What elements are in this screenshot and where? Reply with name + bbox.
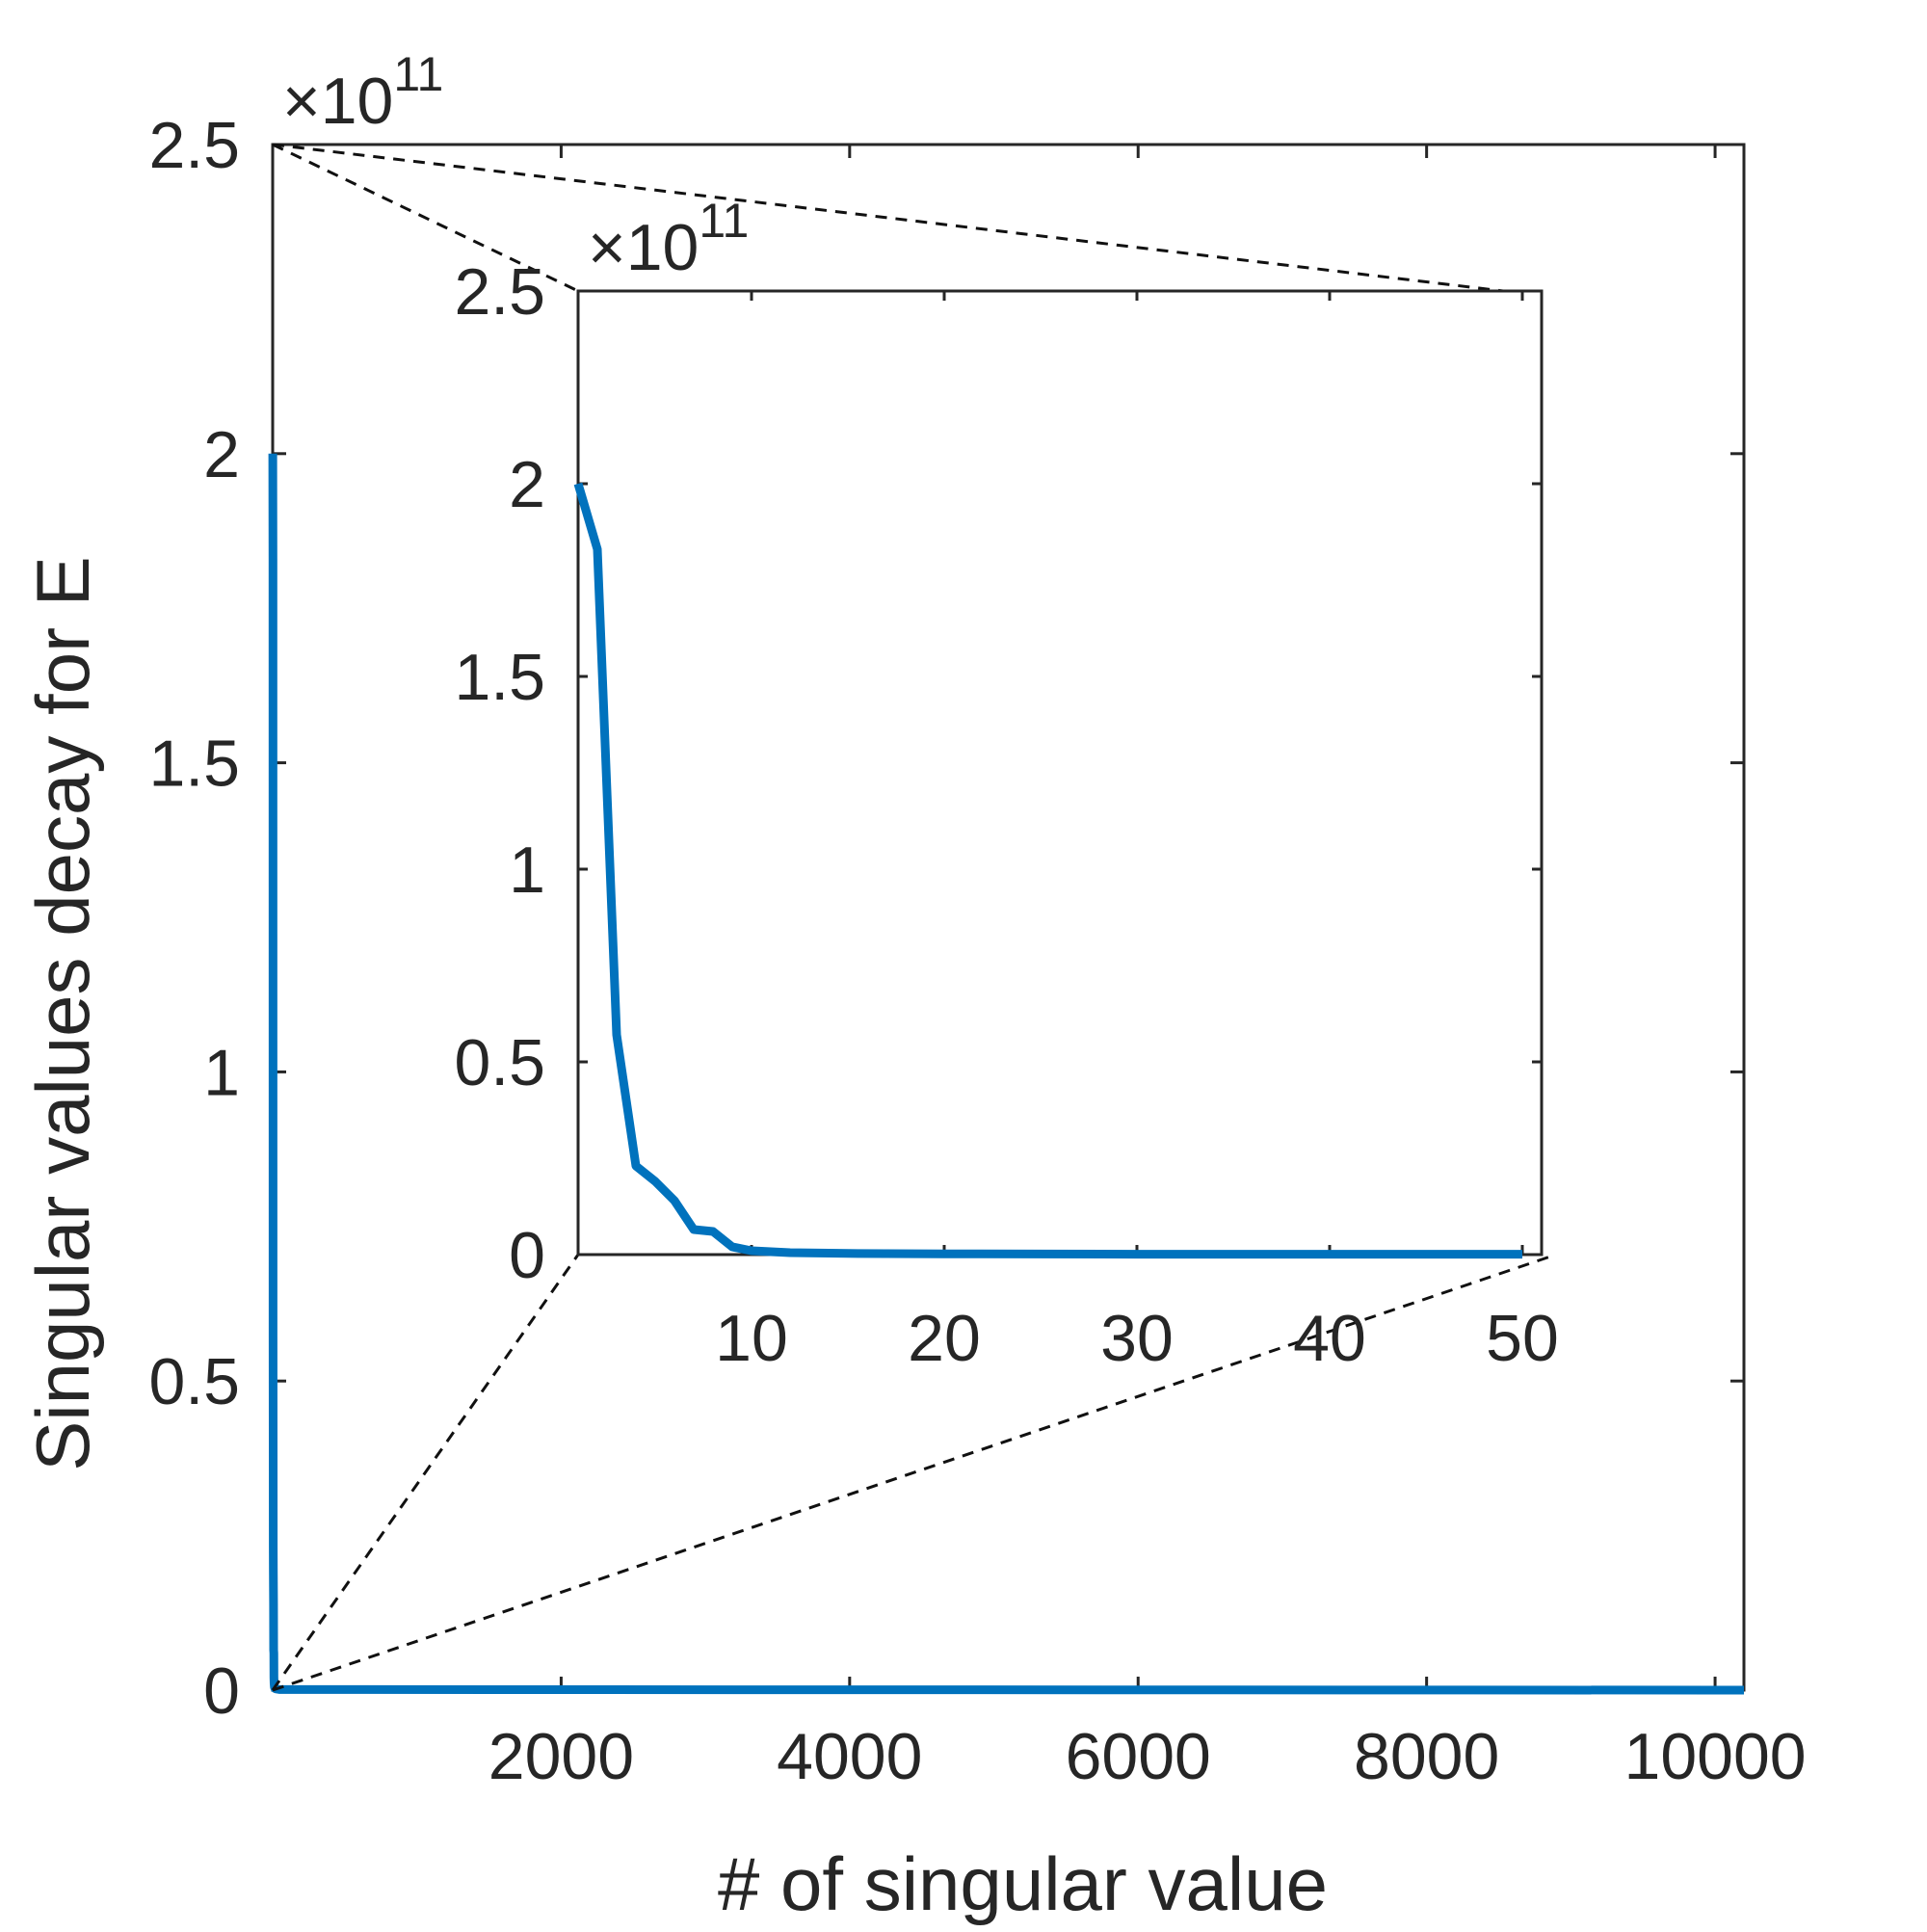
inset-ytick-label: 1 [509, 834, 545, 907]
x-axis-label: # of singular value [718, 1841, 1328, 1926]
inset-xtick-label: 20 [908, 1302, 981, 1375]
zoom-connector-line [272, 1253, 1557, 1692]
inset-series-line [573, 482, 1522, 1259]
y-axis-label: Singular values decay for E [20, 556, 105, 1471]
inset-xtick-label: 40 [1293, 1302, 1366, 1375]
main-xtick-label: 2000 [488, 1720, 634, 1793]
main-xtick-label: 8000 [1354, 1720, 1499, 1793]
main-ytick-label: 2.5 [148, 109, 240, 182]
main-y-exponent: ×1011 [282, 47, 443, 138]
main-ytick-label: 1 [203, 1036, 240, 1109]
inset-ytick-label: 2 [509, 448, 545, 521]
zoom-connector-line [271, 1254, 580, 1691]
inset-y-exponent: ×1011 [588, 194, 749, 284]
main-ytick-label: 1.5 [148, 728, 240, 801]
inset-ytick-label: 1.5 [454, 641, 545, 714]
main-ytick-label: 0 [203, 1654, 240, 1728]
inset-frame [576, 289, 1544, 1257]
main-xtick-label: 10000 [1624, 1720, 1807, 1793]
inset-y-exponent-base: ×10 [588, 211, 699, 284]
inset-y-exponent-power: 11 [699, 194, 749, 248]
inset-ytick-label: 0.5 [454, 1026, 545, 1099]
inset-axes: 10 20 30 40 50 0 0.5 1 1.5 2 2.5 ×1011 [454, 194, 1558, 1375]
inset-xtick-label: 50 [1486, 1302, 1559, 1375]
main-ytick-label: 2 [203, 418, 240, 491]
zoom-connector-lines [271, 143, 1557, 1692]
zoom-connector-line [272, 143, 579, 293]
inset-ytick-label: 2.5 [454, 255, 545, 329]
inset-ytick-label: 0 [509, 1219, 545, 1292]
main-y-exponent-power: 11 [393, 47, 443, 101]
main-ytick-label: 0.5 [148, 1345, 240, 1418]
inset-xtick-label: 30 [1100, 1302, 1174, 1375]
main-y-exponent-base: ×10 [282, 65, 393, 138]
main-xtick-label: 4000 [777, 1720, 922, 1793]
inset-xtick-label: 10 [715, 1302, 788, 1375]
zoom-connector-line [272, 143, 1504, 293]
main-xtick-label: 6000 [1066, 1720, 1211, 1793]
